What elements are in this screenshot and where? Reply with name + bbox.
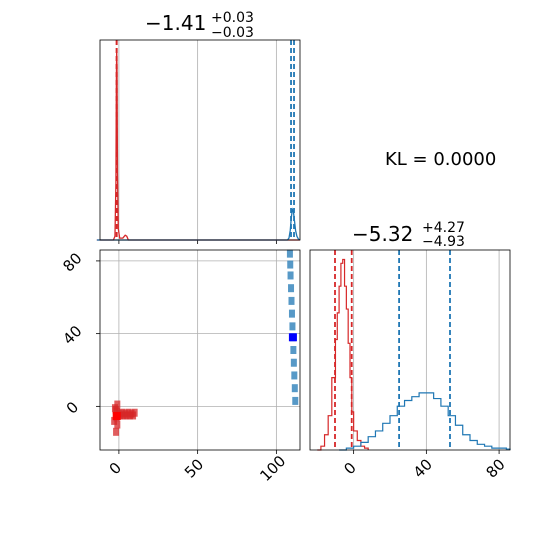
top-left-title-main: −1.41: [145, 11, 206, 35]
bottom-left-series-0-center-marker: [112, 412, 121, 420]
bottom-left-series-1-point-12: [286, 249, 293, 258]
bottom-left-series-1-point-11: [287, 260, 294, 269]
bottom-right-title-main: −5.32: [352, 222, 413, 246]
bottom-left-series-0-point-16: [123, 411, 130, 420]
top-left-plot-area: [100, 40, 300, 240]
bottom-left-series-0-point-3: [113, 427, 120, 436]
top-left-series-0-line: [96, 49, 300, 241]
panel-bottom-right-marginal: 0 40 80: [309, 249, 511, 482]
bottom-right-title: −5.32: [352, 222, 413, 246]
bottom-left-series-1-point-3: [288, 309, 295, 318]
bottom-left-series-0-point-11: [111, 416, 118, 425]
bottom-left-series-1-point-8: [291, 371, 298, 380]
bottom-left-series-0-point-13: [114, 400, 121, 409]
bottom-left-plot-area: [100, 250, 300, 450]
kl-annotation: KL = 0.0000: [385, 149, 496, 170]
bottom-left-series-1-point-0: [287, 271, 294, 280]
bottom-left-series-1-center-marker: [288, 333, 297, 342]
top-left-frame: [99, 39, 301, 241]
bottom-left-series-1-point-6: [290, 346, 297, 354]
bottom-left-series-0-point-18: [130, 411, 137, 420]
bottom-left-series-0-point-2: [114, 420, 121, 429]
bottom-left-series-1-point-2: [288, 296, 295, 305]
bottom-left-series-1-point-1: [288, 284, 295, 293]
bottom-left-series-1-point-10: [292, 396, 299, 405]
bottom-right-title-sup: +4.27: [422, 220, 465, 236]
bottom-right-frame: [309, 249, 511, 451]
bottom-left-series-0-point-15: [120, 411, 127, 420]
top-left-series-1-line: [96, 207, 301, 241]
top-left-title-sup: +0.03: [211, 10, 254, 26]
panel-top-left-marginal: [96, 39, 301, 244]
bottom-left-series-1-point-9: [291, 384, 298, 393]
bottom-right-title-sub: −4.93: [422, 234, 465, 250]
bottom-left-series-0-point-17: [126, 411, 133, 420]
bottom-right-plot-area: [310, 250, 510, 450]
bottom-right-series-1-histogram: [339, 392, 511, 451]
top-left-title: −1.41: [145, 11, 206, 35]
bottom-right-series-0-histogram: [317, 258, 369, 451]
top-left-title-sub: −0.03: [211, 25, 254, 41]
bottom-left-frame: [99, 249, 301, 451]
bottom-left-series-1-point-7: [290, 358, 297, 367]
bottom-left-series-1-point-4: [289, 322, 296, 331]
